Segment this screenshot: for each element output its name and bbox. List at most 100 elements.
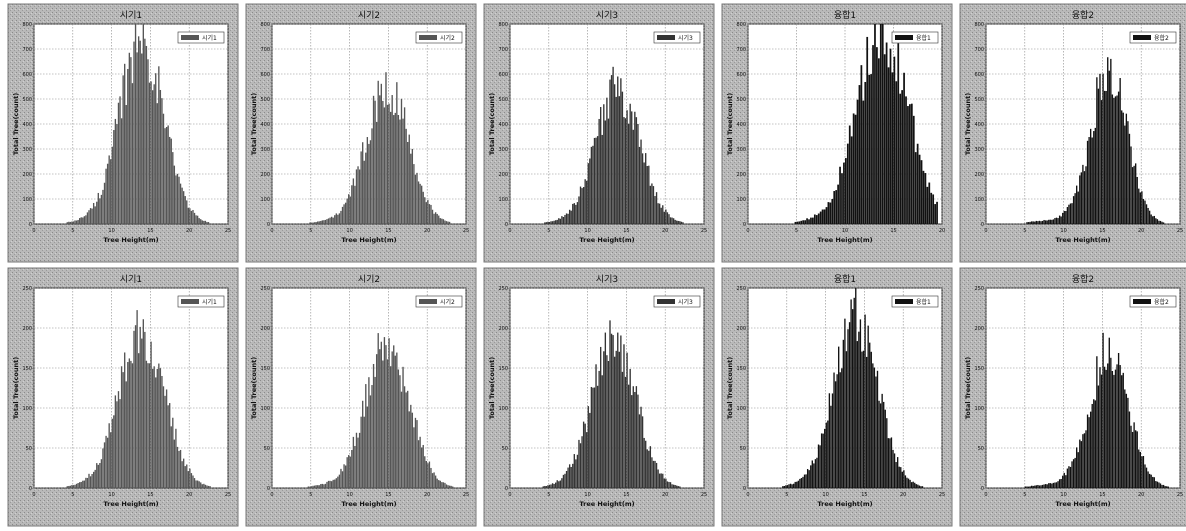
histogram-bar (649, 185, 652, 224)
y-tick-label: 800 (22, 22, 32, 28)
x-tick-label: 5 (795, 228, 798, 234)
x-tick-label: 20 (186, 228, 192, 234)
y-tick-label: 300 (260, 147, 270, 153)
histogram-bar (203, 220, 205, 224)
histogram-bar (204, 220, 207, 224)
histogram-bar (114, 118, 117, 224)
histogram-bar (74, 484, 76, 488)
histogram-bar (413, 427, 415, 488)
histogram-bar (397, 115, 400, 224)
histogram-bar (1158, 482, 1160, 488)
histogram-bar (782, 486, 784, 488)
histogram-bar (879, 24, 882, 224)
histogram-bar (137, 36, 140, 225)
histogram-bar (839, 166, 841, 224)
histogram-bar (677, 486, 679, 488)
histogram-bar (100, 459, 103, 488)
y-tick-label: 0 (743, 486, 746, 492)
histogram-bar (343, 464, 345, 488)
histogram-bar (1063, 210, 1065, 224)
x-tick-label: 25 (225, 228, 231, 234)
histogram-bar (176, 446, 179, 488)
histogram-bar (420, 185, 423, 224)
x-tick-label: 5 (1023, 492, 1026, 498)
histogram-bar (155, 73, 157, 225)
histogram-bar (323, 484, 325, 488)
histogram-bar (1046, 220, 1048, 224)
histogram-bar (1044, 220, 1047, 224)
histogram-bar (158, 363, 160, 488)
histogram-bar (178, 450, 180, 488)
histogram-bar (124, 63, 126, 224)
y-axis-label: Total Tree(count) (12, 93, 20, 155)
x-tick-label: 25 (463, 228, 469, 234)
histogram-bar (92, 202, 95, 224)
histogram-bar (354, 445, 356, 488)
histogram-bar (438, 480, 440, 488)
histogram-bar (1076, 447, 1078, 488)
histogram-bar (655, 192, 658, 224)
histogram-bar (674, 219, 676, 224)
histogram-bar (1026, 222, 1028, 224)
y-tick-label: 600 (498, 72, 508, 78)
histogram-bar (164, 395, 166, 488)
histogram-bar (1082, 434, 1084, 488)
histogram-bar (838, 346, 840, 488)
histogram-bar (595, 364, 597, 488)
histogram-bar (596, 136, 599, 224)
histogram-bar (1117, 352, 1120, 488)
histogram-bar (831, 198, 834, 224)
histogram-bar (828, 393, 831, 488)
histogram-bar (1102, 332, 1104, 488)
histogram-bar (362, 400, 364, 488)
histogram-bar (917, 484, 919, 488)
y-tick-label: 150 (22, 366, 32, 372)
x-tick-label: 15 (147, 228, 153, 234)
x-tick-label: 10 (1060, 228, 1066, 234)
histogram-bar (193, 212, 196, 224)
histogram-bar (393, 115, 395, 224)
histogram-bar (873, 367, 876, 488)
histogram-bar (326, 481, 328, 488)
histogram-bar (411, 412, 414, 488)
histogram-bar (1130, 425, 1132, 488)
legend-label: 융합1 (916, 298, 931, 306)
histogram-bar (920, 160, 923, 224)
histogram-bar (1162, 222, 1165, 224)
histogram-bar (403, 386, 406, 488)
histogram-bar (607, 118, 610, 224)
histogram-bar (349, 456, 351, 488)
y-tick-label: 200 (736, 172, 746, 178)
histogram-bar (448, 485, 451, 488)
histogram-bar (589, 412, 591, 488)
histogram-bar (117, 391, 120, 488)
histogram-bar (921, 486, 924, 488)
histogram-bar (1057, 218, 1059, 224)
histogram-bar (158, 66, 160, 224)
y-tick-label: 150 (498, 366, 508, 372)
histogram-bar (1048, 483, 1050, 488)
histogram-bar (82, 217, 84, 224)
histogram-bar (321, 220, 324, 224)
histogram-bar (572, 203, 574, 224)
histogram-bar (1082, 164, 1084, 224)
histogram-bar (920, 486, 922, 488)
histogram-bar (1124, 125, 1126, 224)
x-tick-label: 20 (1138, 228, 1144, 234)
x-tick-label: 25 (1177, 228, 1183, 234)
histogram-bar (1037, 221, 1039, 224)
histogram-bar (1144, 200, 1146, 224)
histogram-bar (136, 310, 138, 488)
histogram-bar (861, 351, 863, 488)
histogram-bar (603, 351, 605, 488)
y-tick-label: 0 (505, 486, 508, 492)
histogram-bar (335, 478, 337, 488)
histogram-bar (165, 389, 168, 488)
histogram-bar (845, 351, 848, 488)
histogram-bar (1103, 90, 1106, 225)
histogram-bar (1150, 474, 1152, 488)
y-tick-label: 700 (22, 47, 32, 53)
histogram-bar (677, 220, 679, 224)
histogram-bar (852, 113, 855, 224)
